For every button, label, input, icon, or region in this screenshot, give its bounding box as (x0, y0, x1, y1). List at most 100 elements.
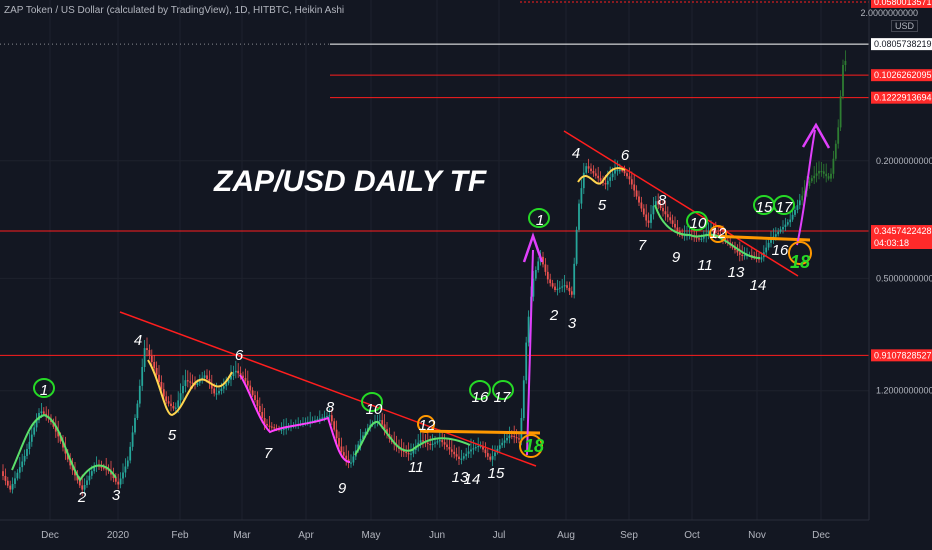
candle-body (225, 383, 228, 387)
impulse-arrow-1 (526, 249, 534, 456)
candle-body (59, 436, 62, 442)
candle-body (700, 238, 703, 240)
candle-body (42, 411, 45, 414)
candle-body (71, 465, 74, 471)
wave-circle-green (469, 380, 491, 400)
candle-body (410, 453, 412, 455)
candle-body (832, 158, 835, 174)
candle-body (143, 348, 146, 367)
candle-body (203, 375, 206, 378)
currency-label[interactable]: 2.0000000000 USD (860, 8, 918, 32)
wave-label: 8 (658, 192, 667, 209)
candle-body (719, 234, 722, 236)
candle-body (750, 255, 753, 257)
candle-body (662, 208, 664, 212)
wave-label: 14 (750, 277, 767, 294)
candle-body (506, 438, 508, 441)
candle-body (628, 176, 631, 180)
candle-body (494, 452, 496, 457)
candle-body (513, 435, 516, 438)
x-tick-label: 2020 (107, 530, 130, 541)
candle-body (484, 449, 487, 454)
candle-body (606, 180, 609, 185)
candle-body (436, 441, 439, 443)
wave-circle-green (528, 208, 550, 228)
candle-body (170, 403, 172, 406)
x-tick-label: Apr (298, 530, 314, 541)
candle-body (256, 400, 259, 406)
time-axis-panel[interactable] (0, 520, 932, 550)
candle-body (664, 211, 667, 215)
wave-circle-green (773, 195, 795, 215)
candle-body (112, 474, 115, 479)
horizontal-gridlines (0, 160, 869, 392)
wave-label: 7 (638, 237, 647, 254)
candle-body (141, 367, 144, 386)
candle-body (165, 396, 168, 402)
candle-body (743, 255, 746, 257)
price-label-bg (871, 38, 932, 51)
candle-body (822, 171, 825, 174)
candle-body (573, 263, 576, 295)
candle-body (633, 184, 636, 191)
candle-body (114, 478, 117, 482)
candle-body (676, 227, 679, 232)
candle-body (794, 210, 796, 215)
wave-label: 12 (419, 417, 436, 434)
candle-body (88, 475, 91, 481)
candle-body (122, 472, 124, 479)
candle-body (321, 417, 324, 419)
candle-body (501, 442, 504, 446)
x-tick-label: Jul (493, 530, 506, 541)
candle-body (611, 173, 614, 178)
candle-body (544, 264, 547, 272)
candle-body (443, 442, 446, 445)
candle-body (54, 426, 57, 432)
candle-body (258, 406, 261, 412)
price-axis-panel[interactable] (869, 0, 932, 550)
candle-body (134, 418, 136, 433)
candle-body (186, 380, 189, 382)
candle-body (525, 342, 528, 381)
candle-body (592, 171, 595, 174)
candle-body (465, 453, 468, 457)
candle-body (736, 250, 739, 253)
candle-body (590, 168, 592, 171)
candle-body (234, 370, 237, 373)
candle-body (326, 416, 328, 418)
candle-body (813, 175, 816, 179)
candle-body (323, 416, 326, 418)
candle-body (11, 483, 14, 490)
wave-label: 7 (264, 445, 273, 462)
candle-body (242, 375, 244, 378)
price-label-bg (871, 349, 932, 362)
wave-label: 10 (690, 215, 707, 232)
x-tick-label: Oct (684, 530, 700, 541)
x-tick-label: Dec (812, 530, 830, 541)
candle-body (16, 472, 19, 479)
wave-path-2 (147, 359, 233, 417)
time-axis-ticks: Dec 2020 Feb Mar Apr May Jun Jul Aug Sep Oct Nov Dec (41, 530, 830, 541)
candle-body (830, 173, 832, 179)
candle-body (578, 203, 580, 230)
candle-body (498, 445, 501, 449)
candle-body (426, 442, 429, 444)
candle-body (230, 376, 232, 380)
candle-body (270, 426, 273, 428)
candle-body (342, 452, 345, 456)
candle-body (482, 445, 484, 450)
wave-label: 17 (494, 389, 511, 406)
candle-body (66, 453, 69, 460)
x-tick-label: Mar (233, 530, 251, 541)
candle-body (18, 467, 21, 473)
candle-body (28, 441, 31, 449)
candle-body (638, 196, 640, 203)
candle-body (179, 393, 182, 401)
candle-body (491, 456, 494, 460)
candle-body (796, 205, 799, 210)
x-tick-label: May (362, 530, 381, 541)
arrow-head-2 (801, 122, 831, 149)
candle-body (314, 420, 316, 422)
candle-body (131, 432, 134, 447)
